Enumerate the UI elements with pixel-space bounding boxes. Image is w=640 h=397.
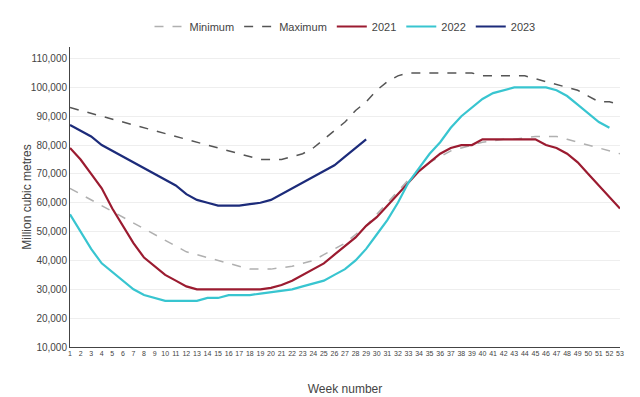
svg-text:7: 7 — [132, 350, 136, 357]
svg-text:30,000: 30,000 — [36, 284, 67, 295]
svg-text:2022: 2022 — [441, 21, 465, 33]
svg-text:100,000: 100,000 — [31, 82, 68, 93]
svg-text:22: 22 — [288, 350, 296, 357]
svg-text:26: 26 — [331, 350, 339, 357]
svg-text:38: 38 — [457, 350, 465, 357]
svg-text:30: 30 — [373, 350, 381, 357]
svg-text:12: 12 — [182, 350, 190, 357]
svg-text:90,000: 90,000 — [36, 111, 67, 122]
svg-text:47: 47 — [553, 350, 561, 357]
svg-text:9: 9 — [153, 350, 157, 357]
svg-text:2021: 2021 — [372, 21, 396, 33]
svg-text:17: 17 — [235, 350, 243, 357]
svg-text:Maximum: Maximum — [279, 21, 327, 33]
svg-text:27: 27 — [341, 350, 349, 357]
svg-text:31: 31 — [383, 350, 391, 357]
svg-text:35: 35 — [426, 350, 434, 357]
svg-text:37: 37 — [447, 350, 455, 357]
svg-text:Million cubic metres: Million cubic metres — [20, 144, 34, 249]
svg-text:33: 33 — [405, 350, 413, 357]
svg-text:43: 43 — [510, 350, 518, 357]
svg-text:20,000: 20,000 — [36, 313, 67, 324]
svg-text:14: 14 — [204, 350, 212, 357]
svg-text:28: 28 — [352, 350, 360, 357]
svg-text:50: 50 — [584, 350, 592, 357]
svg-text:70,000: 70,000 — [36, 168, 67, 179]
svg-text:42: 42 — [500, 350, 508, 357]
svg-text:24: 24 — [309, 350, 317, 357]
svg-text:52: 52 — [606, 350, 614, 357]
svg-text:3: 3 — [89, 350, 93, 357]
svg-text:11: 11 — [172, 350, 179, 357]
svg-text:21: 21 — [278, 350, 286, 357]
svg-text:16: 16 — [225, 350, 233, 357]
svg-text:110,000: 110,000 — [32, 53, 68, 64]
svg-text:39: 39 — [468, 350, 476, 357]
svg-text:40: 40 — [479, 350, 487, 357]
svg-text:2: 2 — [79, 350, 83, 357]
svg-text:51: 51 — [595, 350, 603, 357]
svg-text:Minimum: Minimum — [190, 21, 235, 33]
svg-text:6: 6 — [121, 350, 125, 357]
svg-text:20: 20 — [267, 350, 275, 357]
svg-text:25: 25 — [320, 350, 328, 357]
svg-text:4: 4 — [100, 350, 104, 357]
svg-text:5: 5 — [110, 350, 114, 357]
svg-text:40,000: 40,000 — [36, 255, 67, 266]
svg-text:50,000: 50,000 — [36, 226, 67, 237]
svg-text:18: 18 — [246, 350, 254, 357]
svg-text:13: 13 — [193, 350, 201, 357]
svg-text:10: 10 — [161, 350, 169, 357]
svg-text:48: 48 — [563, 350, 571, 357]
svg-text:53: 53 — [616, 350, 624, 357]
svg-text:2023: 2023 — [511, 21, 535, 33]
svg-text:1: 1 — [68, 350, 72, 357]
svg-text:45: 45 — [531, 350, 539, 357]
svg-text:32: 32 — [394, 350, 402, 357]
svg-text:41: 41 — [489, 350, 497, 357]
svg-text:44: 44 — [521, 350, 529, 357]
svg-text:Week number: Week number — [308, 382, 382, 396]
svg-text:10,000: 10,000 — [36, 342, 67, 353]
svg-text:34: 34 — [415, 350, 423, 357]
svg-text:36: 36 — [436, 350, 444, 357]
svg-text:60,000: 60,000 — [36, 197, 67, 208]
svg-text:19: 19 — [256, 350, 264, 357]
svg-text:15: 15 — [214, 350, 222, 357]
svg-text:46: 46 — [542, 350, 550, 357]
svg-text:29: 29 — [362, 350, 370, 357]
svg-text:8: 8 — [142, 350, 146, 357]
svg-text:23: 23 — [299, 350, 307, 357]
svg-text:49: 49 — [574, 350, 582, 357]
svg-text:80,000: 80,000 — [36, 140, 67, 151]
